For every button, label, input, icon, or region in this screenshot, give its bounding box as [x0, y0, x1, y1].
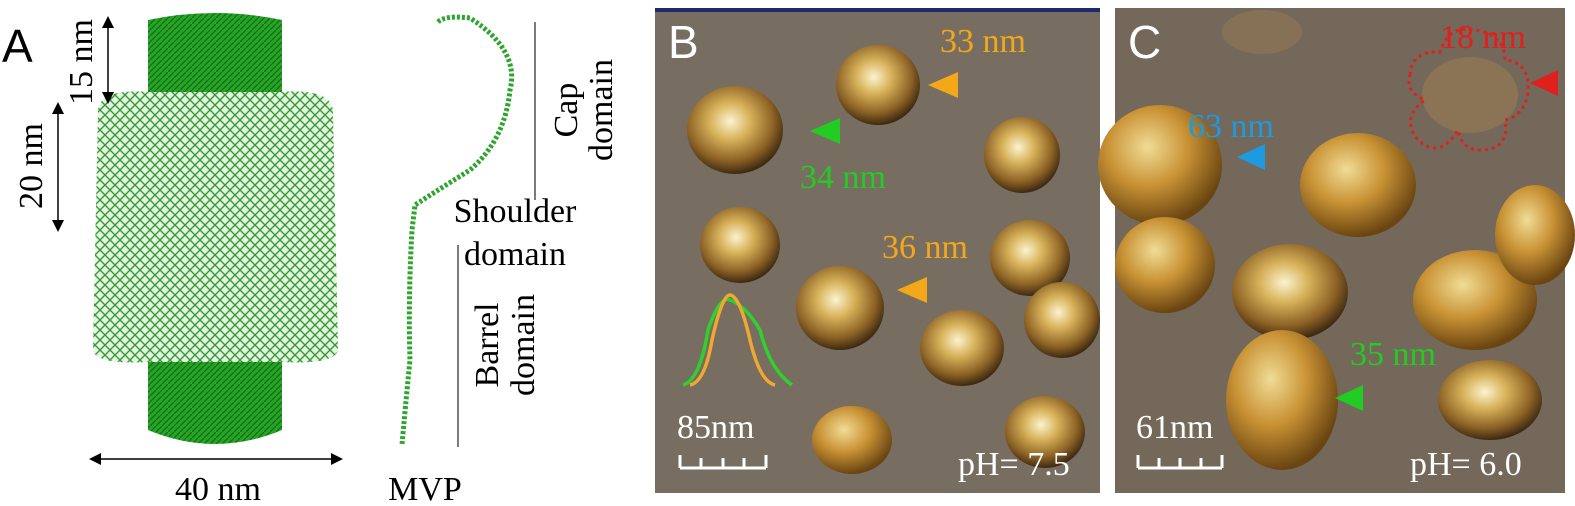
outline	[1407, 27, 1530, 152]
domain-label: Cap	[548, 83, 585, 138]
dimension-label: 15 nm	[63, 19, 100, 105]
domain-label: Shoulder	[454, 193, 577, 230]
scale-bar	[678, 455, 768, 470]
condition-label: pH= 7.5	[958, 446, 1070, 483]
height-profile	[682, 297, 794, 387]
arrowhead	[1335, 385, 1363, 411]
particles	[1098, 10, 1575, 470]
panel-label: C	[1128, 16, 1161, 68]
panel-label: A	[2, 20, 33, 72]
annotation: 35 nm	[1350, 336, 1436, 373]
arrowhead	[1237, 144, 1265, 170]
image-border	[655, 8, 1100, 12]
arrowhead	[810, 118, 840, 144]
mvp-monomer	[399, 14, 515, 446]
annotation: 36 nm	[882, 229, 968, 266]
domain-label: domain	[505, 294, 542, 396]
vault-barrel	[93, 91, 338, 363]
vault-cap-top	[148, 13, 282, 95]
arrowhead	[897, 277, 927, 303]
domain-label: Barrel	[469, 303, 506, 388]
particles	[687, 45, 1100, 474]
scale-bar-label: 85nm	[677, 409, 754, 446]
condition-label: pH= 6.0	[1410, 446, 1522, 483]
vault-cap-bottom	[148, 355, 282, 444]
scale-bar	[1136, 455, 1224, 470]
dimension-label: 20 nm	[13, 123, 50, 209]
monomer-label: MVP	[388, 471, 462, 506]
panel-a: A 15 nm 20 nm 40 nm Cap domain Shoulder …	[2, 13, 620, 506]
arrowhead	[928, 72, 958, 98]
domain-label: domain	[583, 59, 620, 161]
dimension-label: 40 nm	[175, 471, 261, 506]
annotation: 33 nm	[940, 23, 1026, 60]
domain-label: domain	[464, 236, 566, 273]
height-profile	[689, 293, 776, 387]
annotation: 34 nm	[800, 159, 886, 196]
arrowhead	[1530, 70, 1558, 96]
panel-label: B	[668, 16, 699, 68]
annotation: 63 nm	[1188, 108, 1274, 145]
scale-bar-label: 61nm	[1136, 409, 1213, 446]
panel-b: 33 nm 34 nm 36 nm 85nm pH= 7.5	[655, 8, 1100, 493]
panel-c: C 18 nm 63 nm 35 nm 61nm pH= 6.0	[1098, 8, 1575, 493]
annotation: 18 nm	[1440, 19, 1526, 56]
